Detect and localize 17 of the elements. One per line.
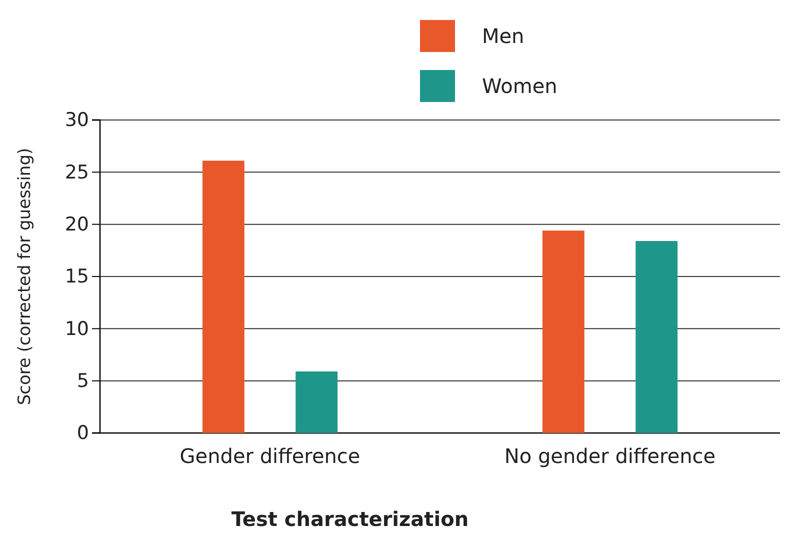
y-tick-label: 5 [76,370,89,392]
y-axis-title: Score (corrected for guessing) [15,148,35,406]
x-axis-title: Test characterization [231,507,469,531]
y-tick-label: 20 [64,213,89,236]
bar [296,371,338,433]
y-tick-label: 25 [64,161,89,184]
legend-label: Women [482,74,558,98]
bar [542,230,584,433]
legend-label: Men [482,24,524,48]
x-tick-label: No gender difference [504,444,716,468]
x-tick-label: Gender difference [180,444,360,468]
y-tick-label: 10 [64,318,89,340]
y-tick-label: 0 [76,422,89,444]
bar [636,241,678,433]
y-tick-label: 15 [64,266,89,288]
bar [202,160,244,433]
y-tick-label: 30 [64,109,89,132]
